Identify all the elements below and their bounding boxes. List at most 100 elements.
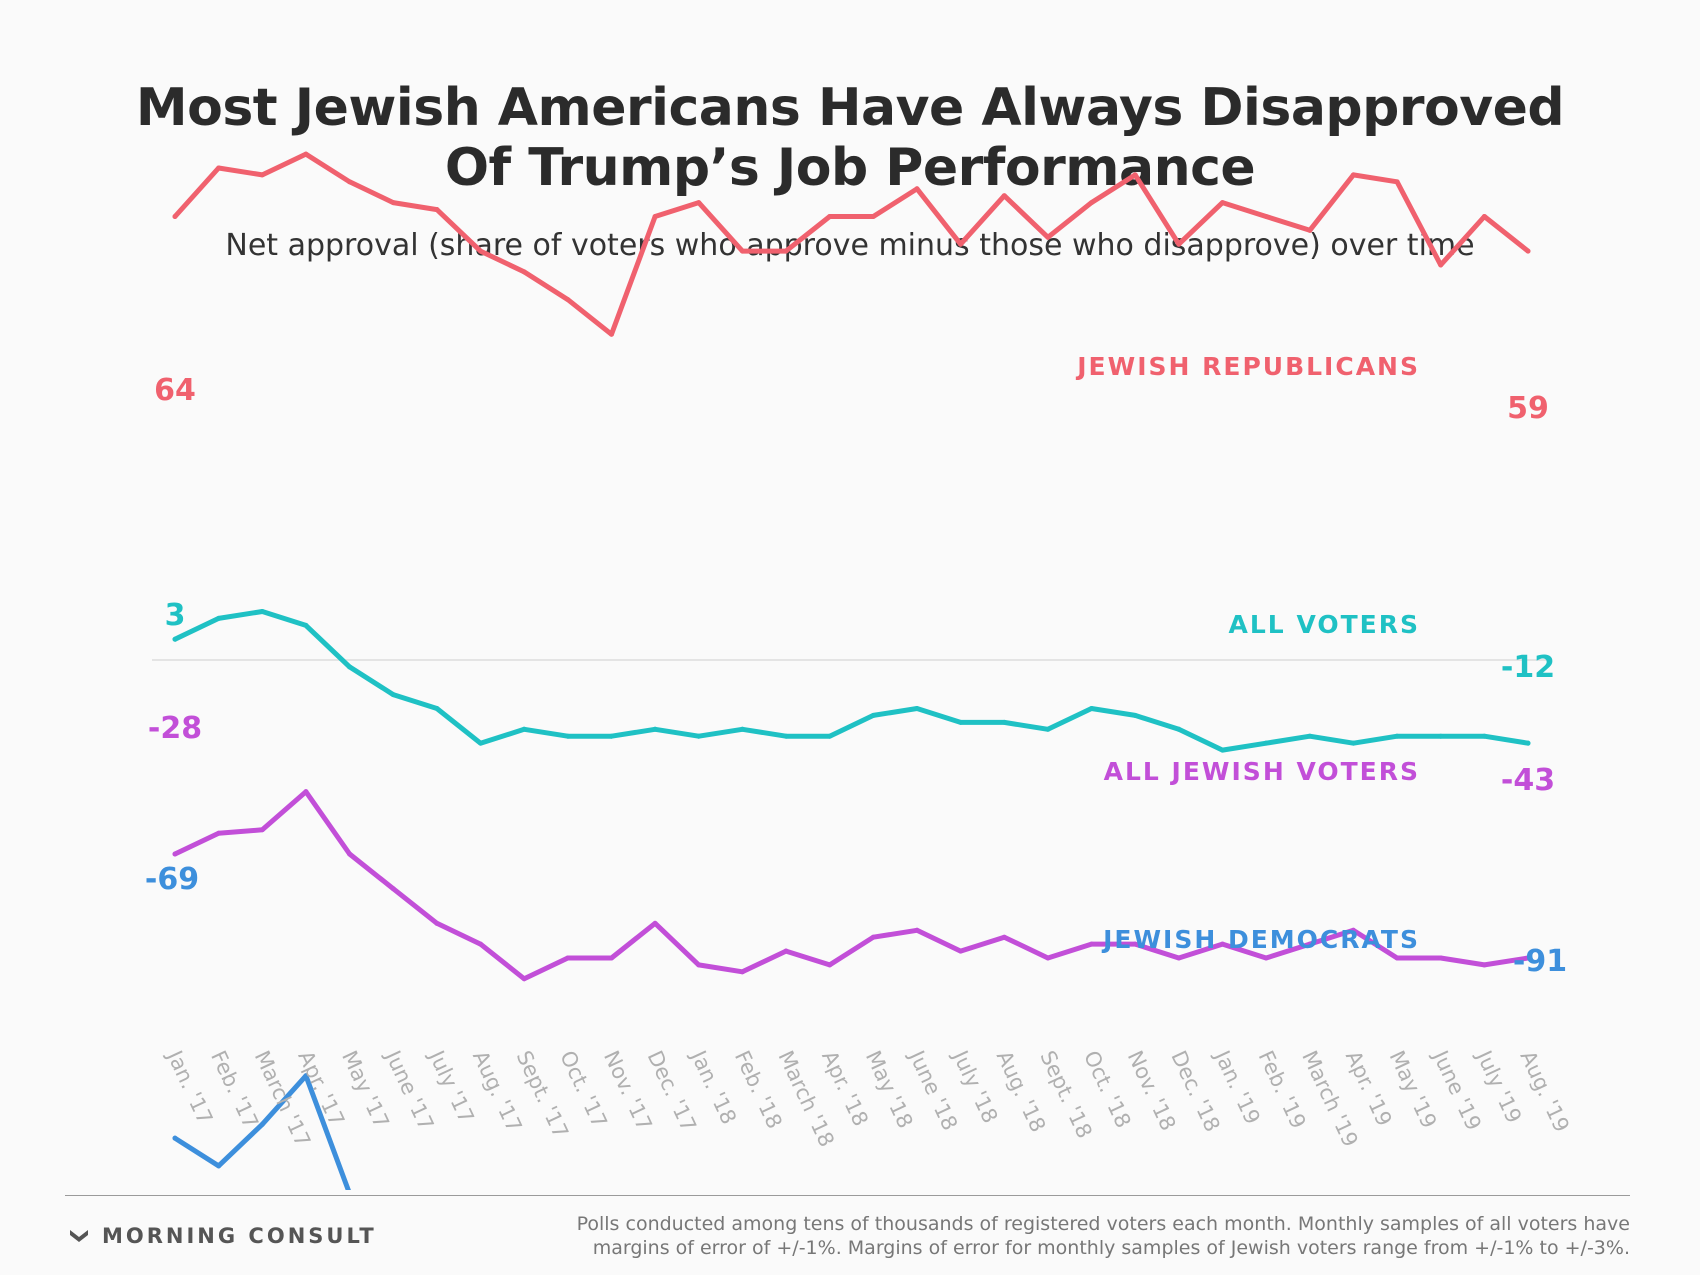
- data-point-jewish-republicans: [914, 186, 920, 192]
- data-point-all-voters: [1263, 740, 1269, 746]
- data-point-all-jewish-voters: [347, 851, 353, 857]
- chart-title-line2: Of Trump’s Job Performance: [444, 138, 1256, 198]
- data-point-all-voters: [216, 615, 222, 621]
- end-value-label-all-jewish-voters: -43: [1501, 763, 1555, 798]
- data-point-all-jewish-voters: [696, 962, 702, 968]
- footer-note-line2: margins of error of +/-1%. Margins of er…: [592, 1237, 1630, 1259]
- data-point-all-jewish-voters: [1307, 941, 1313, 947]
- data-point-jewish-republicans: [1481, 213, 1487, 219]
- chart-title-line1: Most Jewish Americans Have Always Disapp…: [135, 78, 1565, 138]
- data-point-all-voters: [1525, 740, 1531, 746]
- start-value-label-jewish-republicans: 64: [154, 373, 196, 408]
- data-point-jewish-republicans: [390, 200, 396, 206]
- data-point-all-jewish-voters: [1089, 941, 1095, 947]
- data-point-jewish-republicans: [739, 248, 745, 254]
- data-point-all-jewish-voters: [827, 962, 833, 968]
- data-point-all-voters: [390, 692, 396, 698]
- data-point-all-voters: [303, 622, 309, 628]
- data-point-all-jewish-voters: [1176, 955, 1182, 961]
- data-point-all-jewish-voters: [478, 941, 484, 947]
- end-value-label-all-voters: -12: [1501, 650, 1555, 685]
- data-point-all-voters: [696, 733, 702, 739]
- data-point-all-voters: [259, 608, 265, 614]
- data-point-all-voters: [1089, 706, 1095, 712]
- data-point-all-voters: [1132, 712, 1138, 718]
- x-tick-label: Aug. '19: [1515, 1047, 1573, 1136]
- data-point-jewish-republicans: [1132, 172, 1138, 178]
- data-point-jewish-republicans: [172, 213, 178, 219]
- data-point-all-voters: [434, 706, 440, 712]
- series-line-all-voters: [172, 609, 1531, 753]
- data-point-jewish-republicans: [608, 331, 614, 337]
- data-point-all-voters: [1481, 733, 1487, 739]
- data-point-all-jewish-voters: [1525, 955, 1531, 961]
- data-point-jewish-republicans: [696, 200, 702, 206]
- data-point-all-voters: [608, 733, 614, 739]
- data-point-all-jewish-voters: [172, 851, 178, 857]
- data-point-all-jewish-voters: [390, 886, 396, 892]
- data-point-all-jewish-voters: [958, 948, 964, 954]
- data-point-all-voters: [827, 733, 833, 739]
- start-value-label-jewish-democrats: -69: [145, 862, 199, 897]
- data-point-all-voters: [1350, 740, 1356, 746]
- data-point-jewish-republicans: [478, 248, 484, 254]
- data-point-jewish-republicans: [259, 172, 265, 178]
- data-point-all-jewish-voters: [259, 827, 265, 833]
- data-point-all-voters: [1045, 726, 1051, 732]
- chart-subtitle: Net approval (share of voters who approv…: [225, 228, 1475, 263]
- series-name-label-jewish-republicans: JEWISH REPUBLICANS: [1075, 352, 1420, 381]
- footer-note-line1: Polls conducted among tens of thousands …: [576, 1213, 1630, 1235]
- data-point-all-voters: [172, 636, 178, 642]
- data-point-jewish-republicans: [1525, 248, 1531, 254]
- data-point-all-voters: [1438, 733, 1444, 739]
- data-point-all-voters: [565, 733, 571, 739]
- line-chart: 64 59 JEWISH REPUBLICANS 3 -12 ALL VOTERS -28 -…: [145, 151, 1574, 1190]
- data-point-all-jewish-voters: [608, 955, 614, 961]
- data-point-all-voters: [958, 719, 964, 725]
- data-point-jewish-republicans: [827, 213, 833, 219]
- series-line-all-jewish-voters: [172, 789, 1531, 982]
- series-name-label-all-jewish-voters: ALL JEWISH VOTERS: [1104, 757, 1420, 786]
- data-point-all-jewish-voters: [1219, 941, 1225, 947]
- data-point-jewish-republicans: [347, 179, 353, 185]
- start-value-label-all-jewish-voters: -28: [148, 711, 202, 746]
- data-point-jewish-republicans: [1307, 227, 1313, 233]
- data-point-all-jewish-voters: [1132, 941, 1138, 947]
- data-point-jewish-republicans: [216, 165, 222, 171]
- data-point-all-voters: [914, 706, 920, 712]
- data-point-jewish-republicans: [870, 213, 876, 219]
- data-point-all-voters: [783, 733, 789, 739]
- data-point-all-voters: [1394, 733, 1400, 739]
- data-point-all-voters: [1219, 747, 1225, 753]
- data-point-all-voters: [1176, 726, 1182, 732]
- data-point-all-jewish-voters: [1045, 955, 1051, 961]
- data-point-jewish-republicans: [652, 213, 658, 219]
- data-point-jewish-republicans: [303, 151, 309, 157]
- data-point-all-jewish-voters: [1350, 927, 1356, 933]
- data-point-all-jewish-voters: [521, 976, 527, 982]
- data-point-jewish-republicans: [1045, 234, 1051, 240]
- data-point-all-jewish-voters: [914, 927, 920, 933]
- data-point-jewish-republicans: [1438, 262, 1444, 268]
- data-point-all-voters: [347, 664, 353, 670]
- data-point-all-jewish-voters: [565, 955, 571, 961]
- end-value-label-jewish-democrats: -91: [1513, 944, 1567, 979]
- data-point-jewish-republicans: [1219, 200, 1225, 206]
- data-point-all-jewish-voters: [1481, 962, 1487, 968]
- data-point-all-voters: [870, 712, 876, 718]
- data-point-all-voters: [521, 726, 527, 732]
- data-point-all-jewish-voters: [870, 934, 876, 940]
- brand-name: MORNING CONSULT: [102, 1224, 377, 1248]
- data-point-jewish-democrats: [216, 1163, 222, 1169]
- footer-divider: [65, 1195, 1630, 1196]
- data-point-all-jewish-voters: [652, 920, 658, 926]
- series-name-label-jewish-democrats: JEWISH DEMOCRATS: [1101, 925, 1420, 954]
- start-value-label-all-voters: 3: [165, 598, 186, 633]
- data-point-jewish-republicans: [1263, 213, 1269, 219]
- data-point-all-jewish-voters: [216, 830, 222, 836]
- data-point-all-jewish-voters: [1001, 934, 1007, 940]
- data-point-jewish-republicans: [1350, 172, 1356, 178]
- chart-title: Most Jewish Americans Have Always Disapp…: [0, 78, 1700, 198]
- data-point-all-voters: [652, 726, 658, 732]
- data-point-jewish-democrats: [259, 1121, 265, 1127]
